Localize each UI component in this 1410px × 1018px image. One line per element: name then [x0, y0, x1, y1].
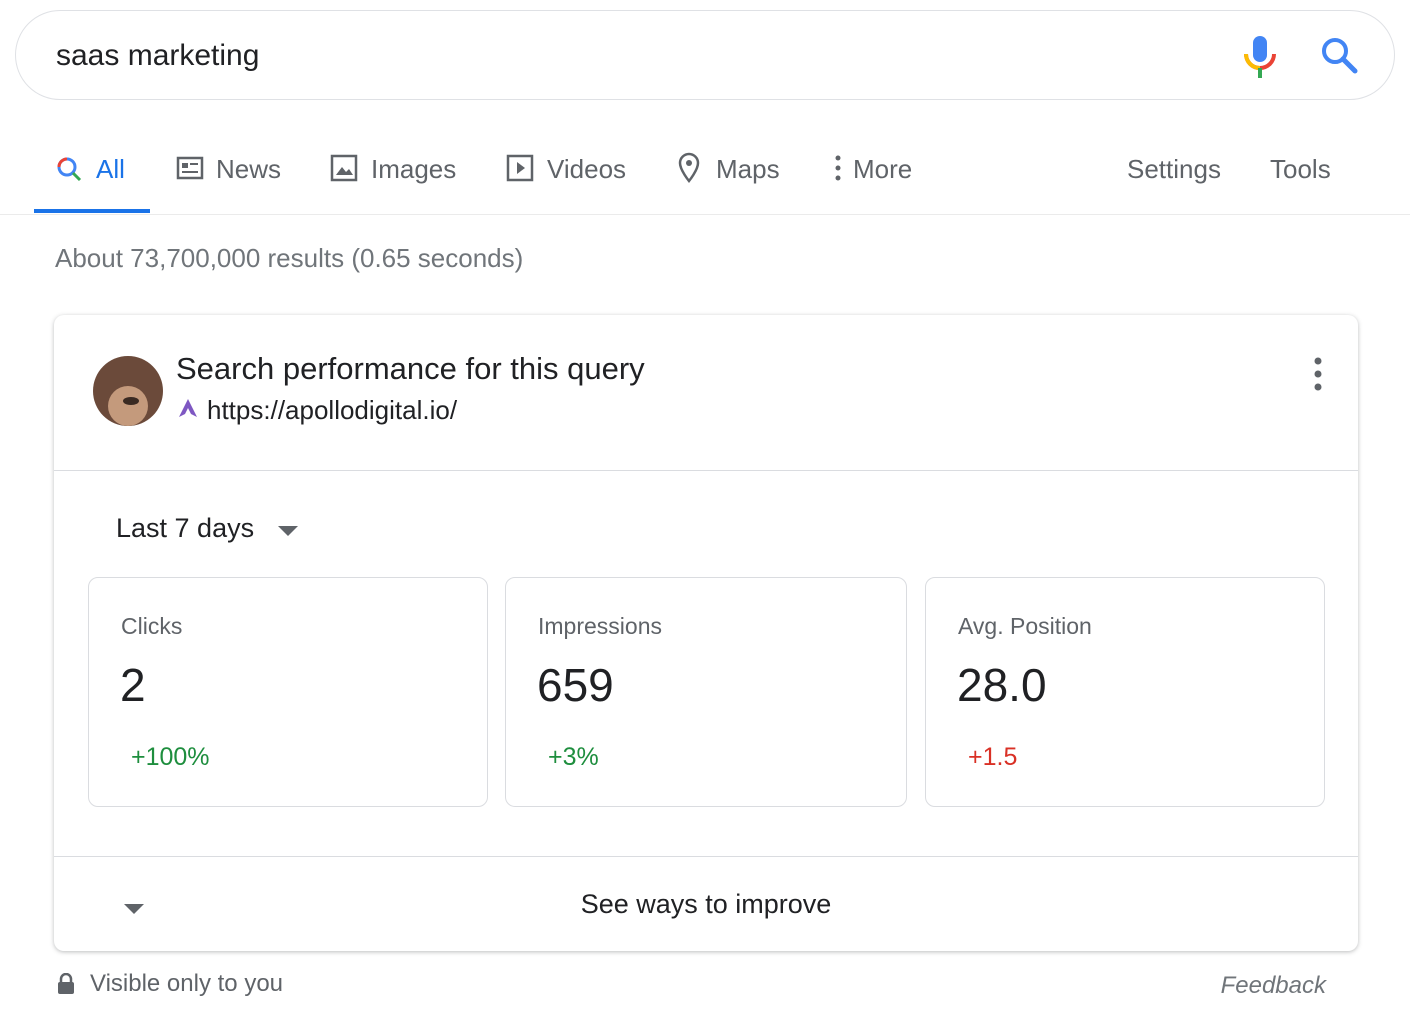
tools-link[interactable]: Tools: [1270, 154, 1331, 184]
tab[interactable]: Videos: [547, 154, 627, 184]
images-icon: [330, 154, 358, 182]
search-icon[interactable]: [1320, 36, 1360, 76]
search-box[interactable]: [15, 10, 1395, 100]
card-divider: [54, 470, 1358, 471]
metric-value: 28.0: [957, 659, 1047, 711]
tab[interactable]: Maps: [716, 154, 780, 184]
metric-label: Clicks: [121, 613, 183, 639]
feedback-link[interactable]: Feedback: [1220, 972, 1326, 999]
maps-icon: [678, 152, 700, 183]
site-url[interactable]: https://apollodigital.io/: [207, 395, 458, 425]
tab[interactable]: Images: [371, 154, 457, 184]
card-title: Search performance for this query: [176, 351, 645, 386]
improve-link[interactable]: See ways to improve: [580, 889, 832, 919]
metric-box: Clicks 2 +100%: [88, 577, 488, 807]
metric-box: Avg. Position 28.0 +1.5: [925, 577, 1325, 807]
metric-label: Impressions: [538, 613, 662, 639]
lock-icon: [58, 973, 74, 994]
expand-arrow[interactable]: [122, 902, 146, 916]
card-menu[interactable]: [1310, 357, 1326, 391]
settings-link[interactable]: Settings: [1127, 154, 1221, 184]
visibility-note: Visible only to you: [90, 970, 284, 997]
metric-change: +1.5: [968, 743, 1018, 771]
metric-label: Avg. Position: [958, 613, 1092, 639]
performance-card: Search performance for this query https:…: [54, 315, 1358, 951]
metric-value: 2: [120, 659, 146, 711]
result-stats: About 73,700,000 results (0.65 seconds): [55, 243, 524, 273]
search-query[interactable]: saas marketing: [56, 39, 260, 72]
period-selector[interactable]: Last 7 days: [116, 513, 255, 543]
metric-value: 659: [537, 659, 614, 711]
voice-search-icon[interactable]: [1240, 34, 1280, 80]
avatar: [93, 356, 163, 426]
active-tab-indicator: [34, 209, 150, 213]
tabs-divider: [0, 214, 1410, 215]
metric-box: Impressions 659 +3%: [505, 577, 907, 807]
all-tab-icon: [57, 157, 82, 182]
videos-icon: [506, 154, 534, 182]
metric-change: +3%: [548, 743, 599, 771]
more-icon: [835, 155, 841, 181]
metric-change: +100%: [131, 743, 210, 771]
card-divider: [54, 856, 1358, 857]
tab[interactable]: News: [216, 154, 282, 184]
site-favicon: [179, 399, 197, 417]
news-icon: [176, 156, 204, 180]
tab[interactable]: More: [853, 154, 913, 184]
period-dropdown-arrow[interactable]: [276, 523, 300, 537]
tab[interactable]: All: [96, 154, 125, 184]
